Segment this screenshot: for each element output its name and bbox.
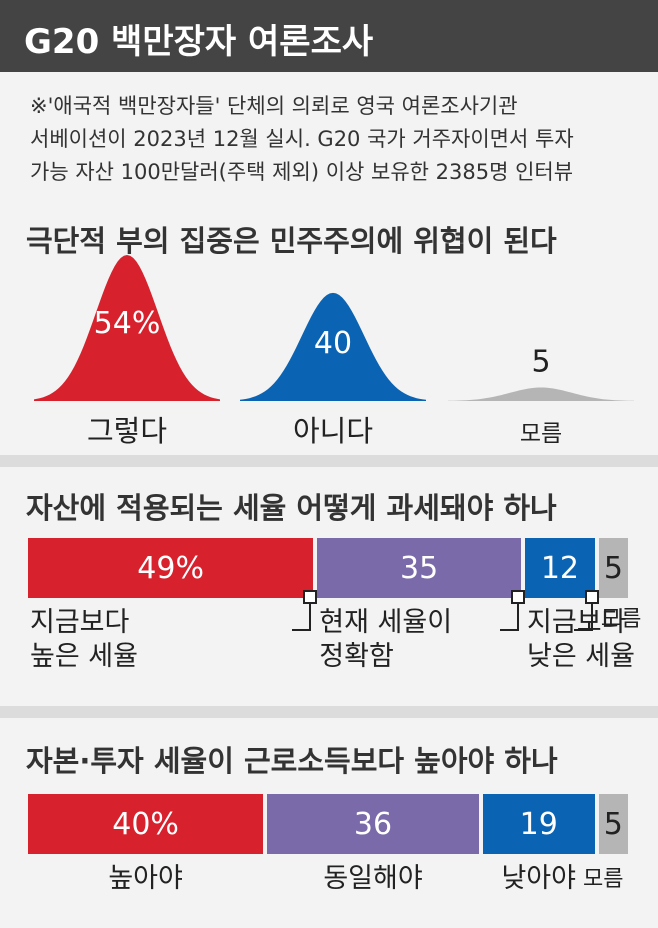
bar-segment: 12 (525, 538, 595, 598)
bar-value-label: 36 (353, 806, 393, 842)
bar-category-label-line: 현재 세율이 (319, 607, 453, 638)
bar-category-label: 현재 세율이 정확함 (319, 606, 452, 674)
bar-category-label: 낮아야 (501, 862, 576, 896)
bar-category-label-line: 높은 세율 (30, 640, 138, 672)
bell-chart: 54% 그렇다 40 아니다 5 모름 (34, 255, 634, 448)
bar-category-label-line: 낮아야 (501, 863, 576, 894)
bell-2 (240, 292, 426, 401)
callout-line (292, 629, 312, 631)
bar-value-label: 12 (540, 550, 580, 586)
bar-value-label: 35 (400, 550, 439, 586)
title-bar: G20 백만장자 여론조사 (0, 0, 658, 72)
bar-category-label-line: 높아야 (108, 863, 183, 894)
callout-line (500, 629, 520, 631)
bar-category-label-line: 동일해야 (323, 863, 423, 894)
page-title: G20 백만장자 여론조사 (24, 22, 374, 62)
bell-category-label: 그렇다 (87, 414, 167, 448)
bar-segment: 40% (28, 794, 264, 854)
chart1-title: 극단적 부의 집중은 민주주의에 위협이 된다 (26, 224, 557, 258)
divider (0, 706, 658, 718)
bar-segment: 35 (317, 538, 522, 598)
bar-category-label-line: 지금보다 (30, 607, 130, 638)
bell-value-label: 5 (531, 344, 550, 379)
bell-category-label: 아니다 (293, 414, 373, 448)
bar-value-label: 40% (112, 806, 179, 842)
bar-value-label: 5 (603, 550, 623, 586)
bar-category-label: 지금보다 높은 세율 (30, 606, 138, 674)
bar-category-label-line: 모름 (600, 607, 642, 632)
callout-line (573, 629, 593, 631)
bar-value-label: 19 (519, 806, 558, 842)
bar-category-label: 모름 (583, 866, 623, 894)
callout-line (517, 602, 520, 630)
chart2-title: 자산에 적용되는 세율 어떻게 과세돼야 하나 (26, 491, 557, 525)
divider (0, 455, 658, 467)
bell-category-label: 모름 (520, 421, 562, 447)
callout-line (309, 602, 312, 630)
bar-value-label: 5 (603, 806, 623, 842)
bar-category-label: 지금보다 낮은 세율 (527, 606, 635, 674)
bar-segment: 36 (267, 794, 479, 854)
bar-segment: 5 (598, 538, 628, 598)
chart3-title: 자본·투자 세율이 근로소득보다 높아야 하나 (26, 744, 558, 778)
survey-note-line: ※'애국적 백만장자들' 단체의 의뢰로 영국 여론조사기관 (30, 94, 518, 118)
bar-category-label-line: 모름 (583, 867, 624, 892)
bar-segment: 49% (28, 538, 314, 598)
bar-category-label-line: 지금보다 (527, 607, 627, 638)
bell-value-label: 40 (314, 326, 352, 361)
survey-note-line: 서베이션이 2023년 12월 실시. G20 국가 거주자이면서 투자 (30, 127, 574, 151)
survey-note-line: 가능 자산 100만달러(주택 제외) 이상 보유한 2385명 인터뷰 (30, 160, 574, 184)
bell-value-label: 54% (94, 306, 161, 341)
bar-category-label: 동일해야 (323, 862, 422, 896)
bell-3 (448, 387, 634, 401)
bell-1 (34, 255, 220, 401)
bar-segment: 5 (598, 794, 628, 854)
bar-category-label: 모름 (601, 606, 641, 634)
bar-category-label-line: 낮은 세율 (527, 640, 635, 672)
bar-value-label: 49% (137, 550, 204, 586)
bar-category-label: 높아야 (108, 862, 183, 896)
bar-category-label-line: 정확함 (319, 640, 394, 672)
callout-line (590, 602, 593, 630)
bar-segment: 19 (482, 794, 595, 854)
